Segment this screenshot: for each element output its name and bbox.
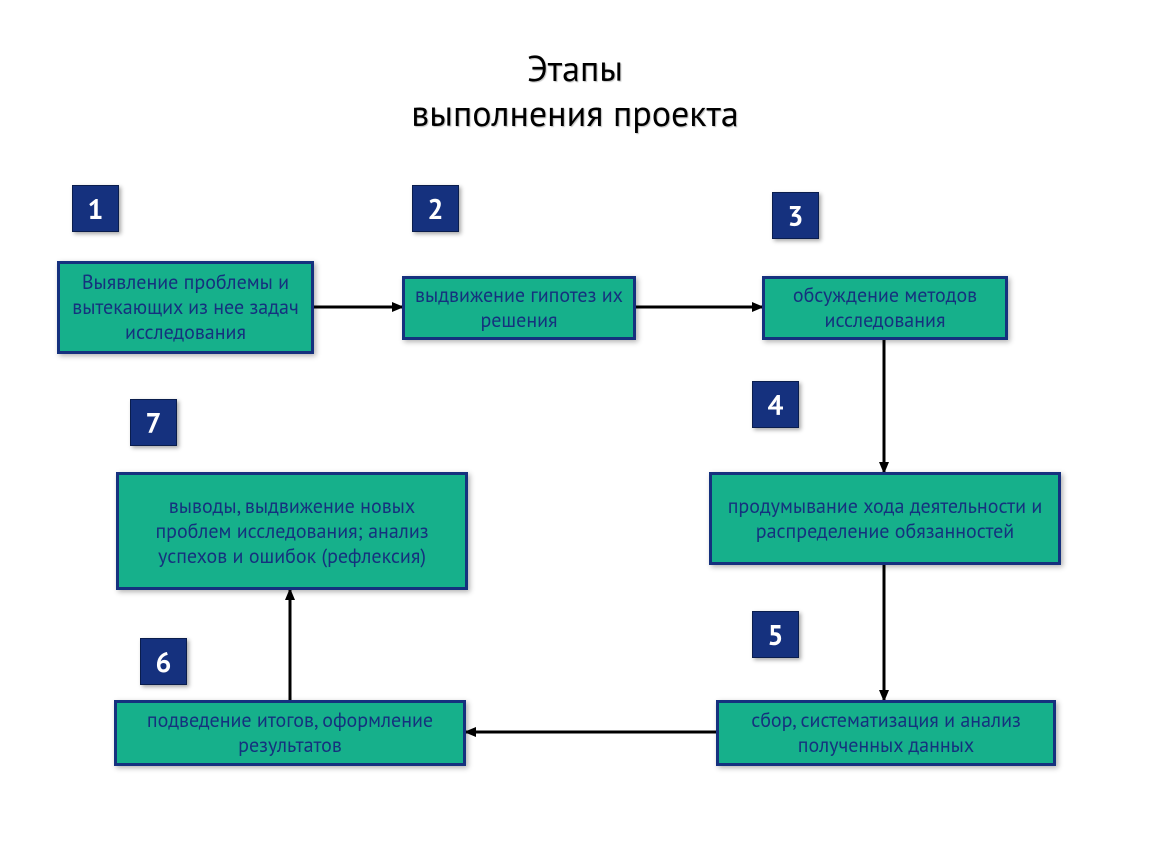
step-number-3: 3: [772, 192, 819, 239]
step-number-5: 5: [752, 611, 799, 658]
step-box-6: подведение итогов, оформление результато…: [114, 700, 466, 766]
page-title: Этапы выполнения проекта: [0, 45, 1150, 135]
step-number-1: 1: [72, 185, 119, 232]
step-number-2: 2: [412, 185, 459, 232]
step-box-7: выводы, выдвижение новых проблем исследо…: [116, 472, 468, 590]
step-box-3: обсуждение методов исследования: [762, 276, 1008, 340]
step-box-2: выдвижение гипотез их решения: [402, 276, 636, 340]
step-number-7: 7: [130, 399, 177, 446]
title-line-1: Этапы: [527, 44, 623, 91]
step-box-4: продумывание хода деятельности и распред…: [709, 472, 1061, 565]
step-box-5: сбор, систематизация и анализ полученных…: [716, 700, 1056, 766]
title-line-2: выполнения проекта: [411, 89, 738, 136]
step-number-6: 6: [140, 638, 187, 685]
step-number-4: 4: [752, 381, 799, 428]
step-box-1: Выявление проблемы и вытекающих из нее з…: [57, 261, 314, 354]
